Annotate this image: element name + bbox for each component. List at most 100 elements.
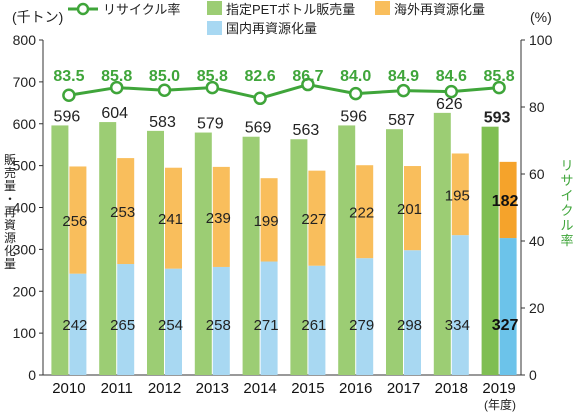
x-tick-2015: 2015 [291, 380, 324, 397]
x-tick-2012: 2012 [148, 380, 181, 397]
left-axis-title-char: 販 [4, 153, 16, 167]
legend-swatch-overseas [375, 1, 390, 15]
label-domestic-2014: 271 [254, 317, 279, 334]
label-sales-2011: 604 [101, 105, 128, 122]
left-tick-label: 100 [13, 325, 37, 341]
right-tick-label: 80 [529, 99, 545, 115]
label-sales-2014: 569 [245, 120, 272, 137]
recycling-rate-line: 83.5 85.8 85.0 85.8 82.6 86.7 84.0 84.9 84.6 85.8 [53, 68, 515, 106]
left-axis-title-char: 売 [4, 165, 16, 180]
legend-label-domestic: 国内再資源化量 [226, 21, 317, 36]
legend-swatch-sales [207, 1, 222, 15]
bar-domestic-2013 [212, 266, 230, 375]
left-axis-title-char: ・ [4, 192, 16, 206]
bar-domestic-2015 [308, 265, 326, 375]
rate-point-2010 [62, 88, 76, 103]
right-axis-unit: (%) [530, 9, 552, 25]
label-domestic-2010: 242 [62, 317, 87, 334]
right-axis-title-char: イ [560, 188, 573, 203]
label-overseas-2011: 253 [110, 204, 135, 221]
label-sales-2019: 593 [484, 110, 511, 127]
rate-label-2019: 85.8 [484, 68, 515, 85]
bar-domestic-2011 [117, 264, 135, 375]
label-sales-2010: 596 [54, 108, 81, 125]
bar-sales-2018 [433, 112, 451, 376]
bar-overseas-2018 [451, 153, 469, 236]
rate-label-2011: 85.8 [101, 68, 132, 85]
bar-sales-2010 [51, 125, 69, 375]
left-tick-label: 800 [13, 32, 37, 48]
bar-overseas-2010 [69, 166, 87, 274]
right-axis-title-char: ル [560, 218, 573, 233]
left-tick-label: 200 [13, 283, 37, 299]
rate-point-2015 [301, 77, 315, 92]
bar-overseas-2011 [117, 158, 135, 265]
left-tick-label: 700 [13, 74, 37, 90]
label-overseas-2010: 256 [62, 213, 87, 230]
rate-point-2017 [396, 83, 411, 98]
bar-sales-2017 [386, 129, 403, 375]
bar-overseas-2016 [356, 165, 374, 259]
legend-label-overseas: 海外再資源化量 [394, 2, 485, 17]
x-tick-2010: 2010 [52, 380, 85, 397]
bar-overseas-2012 [165, 167, 182, 269]
bar-overseas-2015 [308, 170, 326, 266]
right-tick-label: 60 [529, 166, 545, 182]
label-sales-2013: 579 [197, 116, 224, 133]
label-overseas-2018: 195 [445, 187, 470, 204]
left-tick-label: 300 [13, 241, 37, 257]
left-axis-title-char: 化 [4, 244, 16, 258]
bar-overseas-2014 [260, 178, 278, 262]
left-axis-title-char: 源 [4, 231, 16, 245]
bar-sales-2015 [290, 139, 308, 375]
label-overseas-2019: 182 [492, 193, 519, 210]
bar-domestic-2010 [69, 273, 87, 375]
data-labels: 596 256 242 604 253 265 583 241 254 579 239 258 569 1… [54, 96, 519, 334]
bar-sales-2013 [194, 132, 212, 375]
rate-point-2016 [348, 86, 363, 101]
rate-label-2015: 86.7 [292, 68, 323, 85]
rate-point-2019 [492, 80, 506, 95]
legend-swatch-domestic [207, 21, 222, 35]
left-axis-title-char: 資 [4, 218, 16, 232]
bar-domestic-2014 [260, 261, 278, 375]
label-sales-2015: 563 [293, 122, 320, 139]
bar-overseas-2013 [212, 166, 230, 267]
rate-label-2014: 82.6 [245, 68, 276, 85]
bar-domestic-2017 [404, 250, 421, 375]
rate-point-2014 [253, 91, 267, 106]
bars [51, 112, 517, 376]
left-tick-label: 600 [13, 116, 37, 132]
left-tick-label: 400 [13, 200, 37, 216]
label-sales-2017: 587 [388, 112, 415, 129]
right-axis-title-char: サ [560, 173, 573, 188]
label-overseas-2016: 222 [349, 205, 374, 222]
label-sales-2016: 596 [340, 108, 367, 125]
label-overseas-2013: 239 [206, 210, 231, 227]
right-tick-label: 40 [529, 233, 545, 249]
label-domestic-2016: 279 [349, 317, 374, 334]
rate-label-2012: 85.0 [149, 68, 180, 85]
label-domestic-2015: 261 [301, 317, 326, 334]
left-axis-title-char: 再 [4, 205, 16, 219]
bar-domestic-2019 [499, 238, 517, 375]
left-axis-unit: (千トン) [12, 9, 63, 25]
bar-overseas-2017 [404, 166, 421, 251]
rate-point-2013 [205, 80, 220, 95]
legend-label-rate: リサイクル率 [103, 2, 180, 17]
axes: (千トン) (%) 0 100 200 300 400 500 600 700 800 0 20 40 60… [4, 9, 574, 412]
label-domestic-2019: 327 [492, 317, 519, 334]
legend-line-marker [76, 2, 90, 16]
label-overseas-2015: 227 [301, 211, 326, 228]
right-tick-label: 20 [529, 300, 545, 316]
label-overseas-2014: 199 [254, 213, 279, 230]
rate-polyline [68, 83, 500, 100]
bar-domestic-2016 [356, 258, 374, 375]
left-axis-title-char: 量 [4, 179, 16, 193]
x-tick-2017: 2017 [387, 380, 420, 397]
label-domestic-2011: 265 [110, 317, 135, 334]
rate-point-2012 [157, 83, 172, 97]
label-domestic-2012: 254 [158, 317, 183, 334]
right-axis-title-char: ク [560, 203, 573, 218]
